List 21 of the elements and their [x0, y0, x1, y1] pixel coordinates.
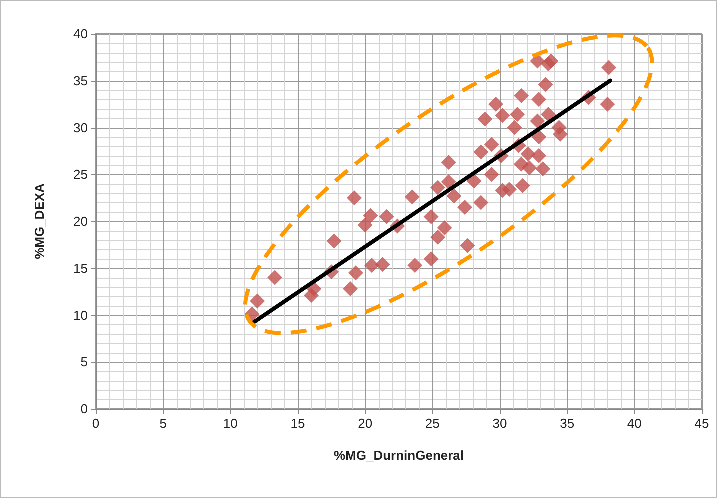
- x-tick-label: 45: [694, 416, 710, 431]
- x-tick-label: 25: [425, 416, 440, 431]
- y-tick-label: 25: [74, 167, 88, 182]
- y-tick-label: 10: [74, 308, 88, 323]
- x-tick-label: 40: [627, 416, 642, 431]
- x-tick-label: 15: [290, 416, 306, 431]
- y-tick-label: 30: [74, 120, 88, 136]
- y-tick-label: 40: [74, 26, 88, 42]
- y-tick-label: 35: [74, 73, 88, 88]
- y-tick-label: 20: [74, 214, 88, 229]
- x-tick-label: 0: [92, 416, 100, 431]
- y-tick-label: 5: [80, 354, 88, 370]
- y-axis-title: %MG_DEXA: [32, 182, 47, 260]
- y-tick-label: 15: [74, 260, 88, 276]
- x-tick-label: 30: [492, 416, 508, 431]
- x-tick-label: 35: [560, 416, 575, 431]
- x-tick-label: 10: [223, 416, 238, 431]
- x-axis-title: %MG_DurninGeneral: [334, 448, 464, 463]
- x-tick-label: 20: [358, 416, 373, 431]
- y-tick-label: 0: [80, 402, 88, 416]
- x-tick-label: 5: [160, 416, 167, 431]
